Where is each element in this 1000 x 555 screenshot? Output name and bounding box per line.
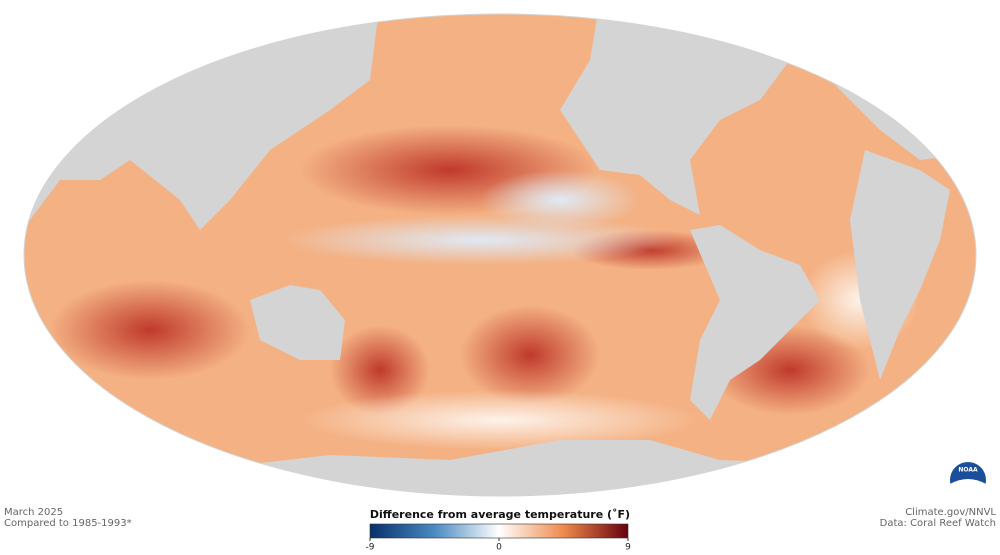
legend-title: Difference from average temperature (˚F): [370, 508, 630, 521]
noaa-logo: NOAA: [950, 462, 986, 502]
logo-text: NOAA: [958, 467, 978, 474]
tick-label: 9: [625, 543, 631, 553]
cool-anomaly: [280, 215, 680, 265]
land: [850, 150, 950, 380]
warm-anomaly: [330, 325, 430, 415]
tick-label: 0: [496, 543, 502, 553]
logo-wave: [950, 479, 986, 502]
land: [250, 285, 345, 360]
cool-anomaly: [480, 170, 640, 230]
tick-label: -9: [366, 543, 375, 553]
date: March 2025: [4, 507, 63, 518]
land: [690, 225, 820, 420]
baseline: Compared to 1985-1993*: [4, 518, 132, 529]
land: [24, 14, 976, 215]
site: Climate.gov/NNVL: [905, 507, 996, 518]
source: Data: Coral Reef Watch: [880, 518, 996, 529]
warm-anomaly: [50, 280, 250, 380]
warm-anomaly: [460, 305, 600, 405]
neutral-anomaly: [300, 390, 700, 450]
colorbar: [369, 523, 629, 539]
map-outline: [23, 13, 977, 497]
